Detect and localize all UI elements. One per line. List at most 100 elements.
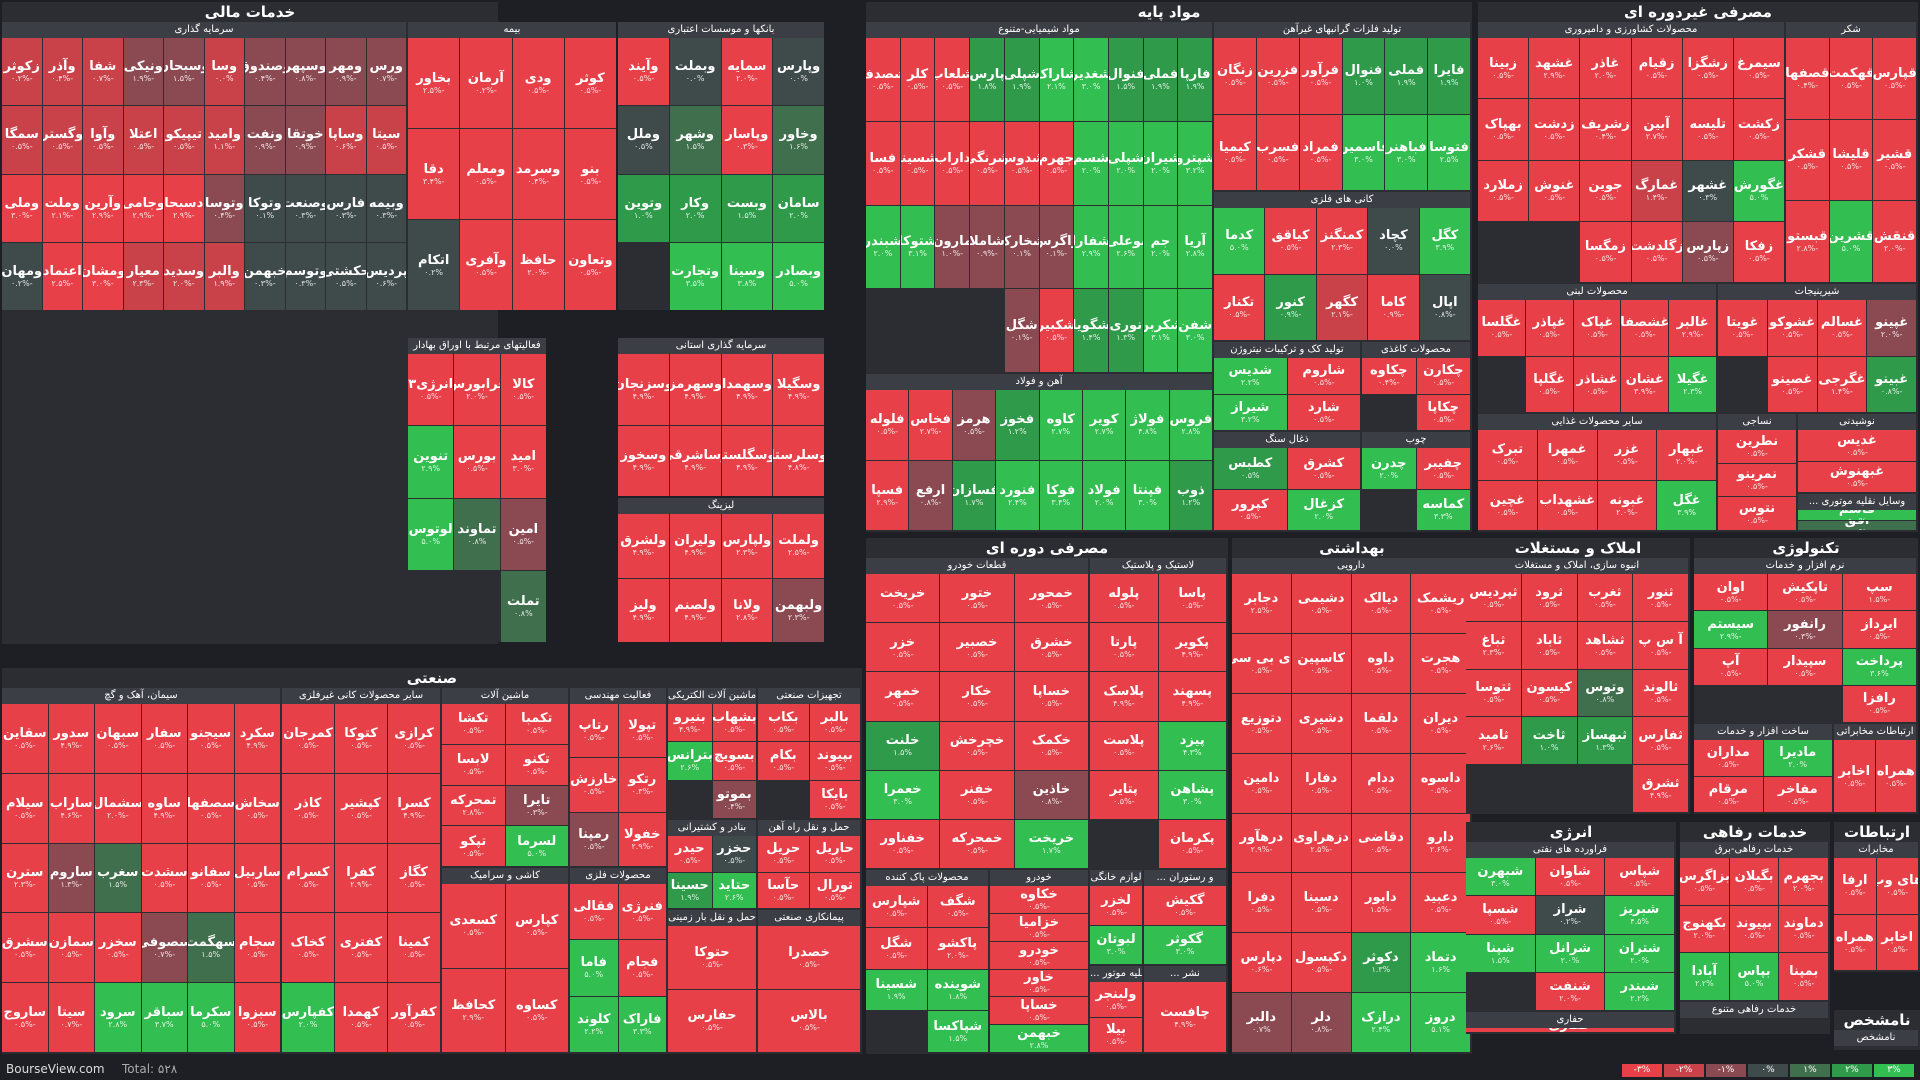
stock-tile[interactable]: خکار -۰.۵%	[940, 672, 1014, 721]
stock-tile[interactable]: وتوکا ۰.۱%	[245, 174, 285, 242]
stock-tile[interactable]: رتاپ -۰.۵%	[570, 704, 618, 758]
stock-tile[interactable]: شسینا ۱.۹%	[866, 969, 927, 1011]
stock-tile[interactable]: ثپردیس -۰.۵%	[1466, 574, 1521, 621]
stock-tile[interactable]: کهمدا -۰.۵%	[335, 983, 387, 1052]
stock-tile[interactable]: حتاید ۲.۶%	[712, 872, 756, 908]
industry-title[interactable]: پیمانکاری صنعتی	[758, 910, 860, 926]
stock-tile[interactable]: فخوز ۱.۲%	[996, 390, 1039, 460]
stock-tile[interactable]: سبزوا -۰.۵%	[234, 983, 280, 1052]
stock-tile[interactable]: وسبحان-۱.۵%	[164, 38, 204, 106]
stock-tile[interactable]: تکنو -۰.۵%	[505, 744, 568, 785]
stock-tile[interactable]: دکپسول -۰.۵%	[1291, 933, 1351, 993]
stock-tile[interactable]: غگلپا -۰.۵%	[1525, 356, 1573, 412]
stock-tile[interactable]: سامان ۲.۰%	[773, 174, 824, 242]
industry-title[interactable]: سرمایه گذاری	[2, 22, 406, 38]
stock-tile[interactable]: کفرا -۲.۹%	[335, 843, 387, 913]
stock-tile[interactable]: ریشمک -۰.۵%	[1411, 574, 1470, 633]
stock-tile[interactable]: جوین -۰.۵%	[1580, 160, 1631, 221]
stock-tile[interactable]: امین -۰.۵%	[500, 498, 546, 570]
stock-tile[interactable]: بسویچ -۰.۵%	[712, 742, 756, 780]
stock-tile[interactable]: غپاک -۰.۵%	[1573, 300, 1621, 356]
stock-tile[interactable]: دسینا -۰.۵%	[1291, 873, 1351, 933]
stock-tile[interactable]: خساپا -۰.۵%	[990, 997, 1088, 1025]
industry-title[interactable]: نوشیدنی	[1798, 414, 1916, 430]
stock-tile[interactable]: شپلی ۱.۹%	[1004, 38, 1039, 121]
stock-tile[interactable]: غبهار -۲.۰%	[1657, 430, 1716, 480]
industry-title[interactable]: محصولات لبنی	[1478, 284, 1716, 300]
stock-tile[interactable]: سپیدار -۰.۵%	[1768, 648, 1842, 685]
stock-tile[interactable]: کلوند ۲.۲%	[570, 996, 618, 1052]
stock-tile[interactable]: دارو -۲.۶%	[1411, 813, 1470, 873]
stock-tile[interactable]: دفارا -۰.۵%	[1291, 753, 1351, 813]
stock-tile[interactable]: شیران۲.۰%	[1143, 121, 1178, 205]
stock-tile[interactable]: فوکا ۳.۴%	[1039, 460, 1082, 530]
stock-tile[interactable]: ورس -۰.۷%	[366, 38, 406, 106]
stock-tile[interactable]: وشهر ۱.۵%	[669, 106, 721, 174]
stock-tile[interactable]: اپال -۰.۸%	[1419, 274, 1470, 340]
sector-title[interactable]: تکنولوژی	[1694, 538, 1918, 558]
stock-tile[interactable]: حاریل -۰.۵%	[809, 836, 860, 872]
stock-tile[interactable]: فسا -۰.۵%	[866, 121, 900, 205]
stock-tile[interactable]: فملی ۱.۹%	[1385, 38, 1428, 114]
stock-tile[interactable]: دفرا -۰.۵%	[1232, 873, 1291, 933]
stock-tile[interactable]: آرمان -۰.۲%	[460, 38, 512, 128]
stock-tile[interactable]: قشیر -۰.۵%	[1873, 119, 1916, 201]
stock-tile[interactable]: انرژی۳ -۰.۵%	[408, 354, 454, 426]
stock-tile[interactable]: تکنار -۰.۵%	[1214, 274, 1265, 340]
stock-tile[interactable]: فباهنر ۳.۰%	[1385, 114, 1428, 190]
stock-tile[interactable]: دروز ۵.۱%	[1411, 993, 1470, 1052]
stock-tile[interactable]: تمحرکه -۲.۸%	[442, 785, 505, 826]
stock-tile[interactable]: سبهان -۰.۵%	[95, 704, 141, 773]
stock-tile[interactable]: فمراد -۰.۵%	[1299, 114, 1342, 190]
stock-tile[interactable]: بورس -۰.۵%	[454, 426, 500, 498]
stock-tile[interactable]: سصوفی-۰.۷%	[141, 913, 187, 983]
stock-tile[interactable]: کگاز -۰.۵%	[388, 843, 440, 913]
stock-tile[interactable]: لبوتان ۳.۰%	[1090, 925, 1142, 964]
stock-tile[interactable]: غپاذر -۰.۵%	[1525, 300, 1573, 356]
stock-tile[interactable]: کیمیا -۰.۵%	[1214, 114, 1256, 190]
stock-tile[interactable]: بشهاب -۰.۵%	[712, 704, 756, 742]
stock-tile[interactable]: غاذر -۲.۰%	[1580, 38, 1631, 99]
stock-tile[interactable]: سیتا -۰.۵%	[366, 106, 406, 174]
stock-tile[interactable]: فنورد ۲.۴%	[996, 460, 1039, 530]
stock-tile[interactable]: خلنت ۱.۵%	[866, 721, 940, 770]
industry-title[interactable]: لاستیک و پلاستیک	[1090, 558, 1226, 574]
stock-tile[interactable]: زبینا -۰.۵%	[1478, 38, 1529, 99]
stock-tile[interactable]: سمازن -۰.۵%	[48, 913, 94, 983]
stock-tile[interactable]: نطرین -۰.۵%	[1718, 430, 1796, 463]
sector-title[interactable]: ارتباطات	[1834, 822, 1920, 842]
stock-tile[interactable]: ثشاهد -۰.۵%	[1577, 621, 1633, 669]
stock-tile[interactable]: فولاد ۲.۰%	[1082, 460, 1126, 530]
stock-tile[interactable]: وسرمد -۰.۴%	[512, 129, 564, 219]
stock-tile[interactable]: شلعاب-۰.۵%	[935, 38, 970, 121]
stock-tile[interactable]: آپ -۰.۵%	[1694, 648, 1768, 685]
stock-tile[interactable]: کمنگنز -۲.۳%	[1316, 208, 1368, 274]
stock-tile[interactable]: سیمرغ -۰.۵%	[1733, 38, 1784, 99]
stock-tile[interactable]: دامین -۰.۵%	[1232, 753, 1291, 813]
stock-tile[interactable]: پتایر -۰.۵%	[1090, 770, 1158, 819]
industry-title[interactable]: آهن و فولاد	[866, 374, 1212, 390]
stock-tile[interactable]: بگیلان -۰.۵%	[1729, 858, 1779, 905]
stock-tile[interactable]: شراز -۰.۲%	[1535, 896, 1605, 934]
stock-tile[interactable]: شاملا -۰.۹%	[970, 205, 1004, 289]
stock-tile[interactable]: غشهداب -۰.۵%	[1537, 480, 1597, 530]
stock-tile[interactable]: ولصنم -۴.۹%	[669, 578, 721, 642]
stock-tile[interactable]: وسگیلا -۴.۹%	[773, 354, 824, 425]
stock-tile[interactable]: شسم ۲.۰%	[1074, 121, 1108, 205]
stock-tile[interactable]: دکوثر ۱.۳%	[1351, 933, 1411, 993]
stock-tile[interactable]: فاراک ۳.۳%	[618, 996, 666, 1052]
stock-tile[interactable]: فقالی -۰.۵%	[570, 884, 618, 940]
stock-tile[interactable]: وتوس ۰.۸%	[1577, 669, 1633, 717]
stock-tile[interactable]: وبیمه -۰.۳%	[366, 174, 406, 242]
stock-tile[interactable]: خمهر -۰.۵%	[866, 672, 940, 721]
stock-tile[interactable]: فنرژی -۰.۵%	[618, 884, 666, 940]
stock-tile[interactable]: درهآور -۲.۹%	[1232, 813, 1291, 873]
stock-tile[interactable]: حتوکا -۰.۵%	[668, 926, 756, 989]
stock-tile[interactable]: گکوثر ۳.۰%	[1144, 925, 1226, 964]
stock-tile[interactable]: شرنگی-۰.۵%	[970, 121, 1004, 205]
stock-tile[interactable]: تنوین ۲.۹%	[408, 426, 454, 498]
stock-tile[interactable]: شدیس ۲.۲%	[1214, 358, 1287, 394]
stock-tile[interactable]: آ س پ -۰.۵%	[1633, 621, 1688, 669]
stock-tile[interactable]: زفکا -۰.۵%	[1733, 221, 1784, 282]
stock-tile[interactable]: فرآور -۰.۵%	[1299, 38, 1342, 114]
